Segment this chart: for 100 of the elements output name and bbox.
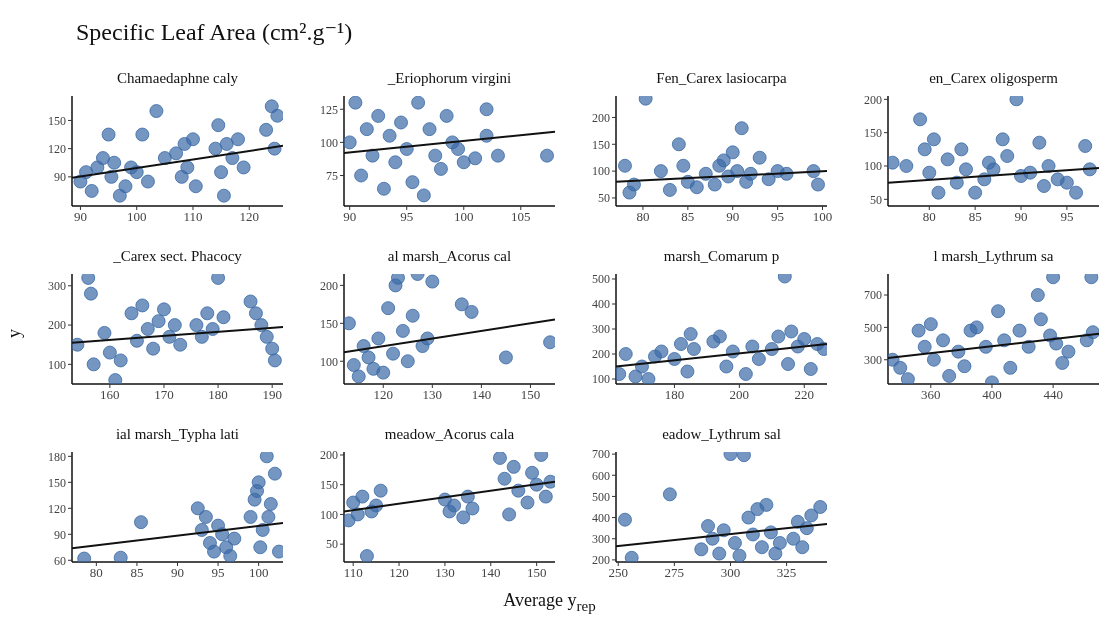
point <box>355 489 370 504</box>
x-tick-label: 180 <box>664 387 685 403</box>
point <box>371 331 386 346</box>
point <box>140 174 155 189</box>
y-tick-label: 90 <box>54 170 66 185</box>
point <box>135 298 150 313</box>
point <box>344 135 357 150</box>
point <box>923 317 938 332</box>
point <box>1055 355 1070 370</box>
x-tick-label: 275 <box>664 565 685 581</box>
point <box>83 286 98 301</box>
point <box>265 341 280 356</box>
y-tick-label: 75 <box>326 168 338 183</box>
point <box>425 274 440 289</box>
point <box>95 151 110 166</box>
x-tick-label: 90 <box>73 209 87 225</box>
chart-title: Fen_Carex lasiocarpa <box>655 70 788 88</box>
point <box>498 350 513 365</box>
point <box>671 137 686 152</box>
point <box>803 362 818 376</box>
point <box>351 369 366 384</box>
y-tick-label: 400 <box>592 510 610 525</box>
y-tick-label: 300 <box>592 322 610 337</box>
point <box>942 368 957 383</box>
point <box>1078 139 1093 153</box>
point <box>108 373 123 384</box>
point <box>683 327 698 341</box>
point <box>394 115 409 130</box>
point <box>628 369 643 384</box>
point <box>86 357 101 372</box>
point <box>618 347 633 361</box>
point <box>219 136 234 151</box>
point <box>223 548 238 562</box>
point <box>926 352 941 367</box>
y-axis-title: y <box>4 329 25 338</box>
y-tick-label: 100 <box>320 135 338 150</box>
point <box>361 350 376 365</box>
y-tick-label: 50 <box>598 191 610 206</box>
x-tick-label: 90 <box>171 565 184 581</box>
x-tick-label: 85 <box>130 565 144 581</box>
y-tick-label: 500 <box>864 320 882 335</box>
point <box>211 274 226 285</box>
point <box>654 344 669 359</box>
x-tick-label: 100 <box>126 209 147 225</box>
point <box>359 549 374 562</box>
point <box>701 519 716 534</box>
x-tick-label: 130 <box>435 565 455 581</box>
point <box>388 155 403 170</box>
point <box>940 152 955 167</box>
point <box>707 177 722 192</box>
point <box>1003 360 1018 375</box>
x-tick-label: 120 <box>239 209 259 225</box>
x-tick-label: 220 <box>794 387 815 403</box>
point <box>813 500 827 514</box>
point <box>954 142 969 157</box>
point <box>348 96 363 110</box>
point <box>520 495 535 510</box>
y-tick-label: 120 <box>48 141 66 156</box>
y-tick-label: 200 <box>592 110 610 125</box>
x-tick-label: 400 <box>982 387 1002 403</box>
y-tick-label: 200 <box>320 448 338 463</box>
y-tick-label: 700 <box>592 447 610 462</box>
point <box>216 188 231 203</box>
x-tick-label: 80 <box>922 209 936 225</box>
point <box>456 510 471 525</box>
chart-title: l marsh_Lythrum sa <box>932 248 1055 266</box>
point <box>991 304 1006 319</box>
point <box>917 142 932 157</box>
x-tick-label: 440 <box>1043 387 1063 403</box>
point <box>101 127 116 142</box>
point <box>716 153 731 168</box>
point <box>795 540 810 555</box>
y-tick-label: 500 <box>592 489 610 504</box>
point <box>428 148 443 163</box>
point <box>662 182 677 197</box>
point <box>662 487 677 502</box>
point <box>525 465 540 480</box>
point <box>464 304 479 319</box>
point <box>216 310 231 325</box>
point <box>1033 312 1048 327</box>
point <box>227 531 242 546</box>
point <box>738 367 753 381</box>
y-tick-label: 90 <box>54 527 66 542</box>
point <box>416 188 431 203</box>
point <box>479 102 494 117</box>
y-tick-label: 200 <box>592 553 610 568</box>
point <box>185 132 200 147</box>
point <box>382 128 397 143</box>
point <box>124 306 139 321</box>
point <box>732 548 747 562</box>
x-tick-label: 120 <box>373 387 394 403</box>
x-tick-label: 150 <box>526 565 547 581</box>
point <box>1036 179 1051 193</box>
point <box>1069 185 1084 200</box>
point <box>968 185 983 200</box>
point <box>781 357 796 371</box>
point <box>133 515 148 530</box>
point <box>236 160 251 175</box>
point <box>751 352 766 366</box>
point <box>112 188 127 203</box>
